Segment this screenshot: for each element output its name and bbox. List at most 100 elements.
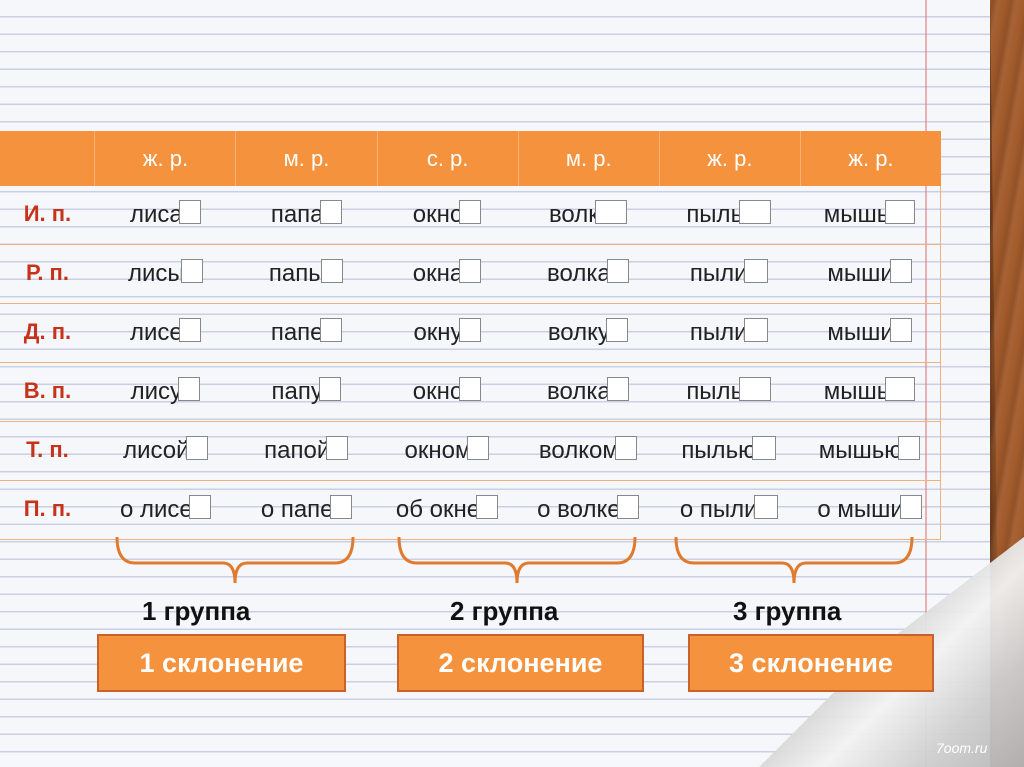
word-cell: мышью [799,422,940,480]
word-form: мыши [827,260,894,287]
word-cell: окном [377,422,518,480]
watermark: 7oom.ru [936,740,988,756]
ending-box [594,200,627,224]
ending-box [459,200,482,224]
word-cell: волку [517,304,658,362]
group-3-label: 3 группа [733,596,842,626]
word-cell: волка [517,245,658,303]
word-cell: о мыши [799,481,940,539]
word-form: пыль [686,201,744,228]
word-cell: окно [377,186,518,244]
word-cell: папы [236,245,377,303]
word-cell: мыши [799,245,940,303]
ending-box [739,377,772,401]
word-cell: о пыли [658,481,799,539]
word-form: об окне [395,496,481,523]
ending-box [321,259,344,283]
ending-box [606,259,629,283]
gender-header: м. р. [236,131,378,186]
word-form: папой [264,437,331,464]
declension-2-box: 2 склонение [397,634,644,692]
gender-header: ж. р. [660,131,801,186]
word-form: волка [547,260,611,287]
ending-box [743,259,768,283]
word-cell: об окне [377,481,518,539]
word-form: о пыли [679,496,758,523]
word-form: о лисе [119,496,193,523]
word-form: о мыши [817,496,904,523]
word-cell: о лисе [95,481,236,539]
word-form: папу [271,378,323,405]
word-cell: окна [377,245,518,303]
declension-3-box: 3 склонение [688,634,934,692]
word-cell: мышь [799,186,940,244]
word-form: лису [130,378,183,405]
word-form: лисой [123,437,190,464]
group-2-label: 2 группа [450,596,559,626]
ending-box [614,436,637,460]
ending-box [326,436,349,460]
word-form: папе [270,319,324,346]
word-cell: лисой [95,422,236,480]
gender-header-row: ж. р. м. р. с. р. м. р. ж. р. ж. р. [0,131,941,186]
word-form: мыши [827,319,894,346]
ending-box [459,259,482,283]
word-cell: волком [517,422,658,480]
word-form: пылью [681,437,757,464]
ending-box [739,200,772,224]
word-form: окном [404,437,472,464]
word-cell: папа [236,186,377,244]
ending-box [606,377,629,401]
ending-box [459,377,482,401]
word-cell: лиса [95,186,236,244]
ending-box [616,495,639,519]
group-2-brace [397,536,637,584]
case-label: Р. п. [25,260,69,285]
word-cell: пыль [658,363,799,421]
case-label: И. п. [23,201,72,226]
ending-box [899,495,922,519]
word-cell: мышь [799,363,940,421]
table-row: Д. п. лисе папе окну волку пыли мыши [0,303,940,362]
word-cell: волк [517,186,658,244]
word-cell: о папе [236,481,377,539]
ending-box [319,200,342,224]
declension-1-box: 1 склонение [97,634,346,692]
ending-box [329,495,352,519]
word-form: мышь [823,378,890,405]
word-cell: лисы [95,245,236,303]
ending-box [458,318,481,342]
word-form: лисе [129,319,183,346]
ending-box [605,318,628,342]
ending-box [178,200,201,224]
table-row: И. п. лиса папа окно волк пыль мышь [0,186,940,244]
word-cell: папе [236,304,377,362]
word-cell: пыль [658,186,799,244]
ending-box [898,436,921,460]
ending-box [318,377,341,401]
word-cell: окну [377,304,518,362]
gender-header: ж. р. [848,146,894,171]
word-cell: мыши [799,304,940,362]
word-form: папа [270,201,324,228]
ending-box [753,495,778,519]
word-form: окно [412,201,464,228]
word-cell: папой [236,422,377,480]
word-cell: лисе [95,304,236,362]
group-1-label: 1 группа [142,596,251,626]
table-body: И. п. лиса папа окно волк пыль мышь Р. п. лисы па… [0,186,941,540]
ending-box [889,318,912,342]
word-cell: пыли [658,304,799,362]
word-form: волку [547,319,610,346]
word-form: окну [413,319,463,346]
ending-box [889,259,912,283]
word-cell: лису [95,363,236,421]
ending-box [178,318,201,342]
table-row: Т. п. лисой папой окном волком пылью мышью [0,421,940,480]
gender-header: ж. р. [95,131,237,186]
case-label: В. п. [23,378,72,403]
word-form: лиса [129,201,183,228]
word-cell: окно [377,363,518,421]
ending-box [178,377,201,401]
word-form: папы [268,260,326,287]
